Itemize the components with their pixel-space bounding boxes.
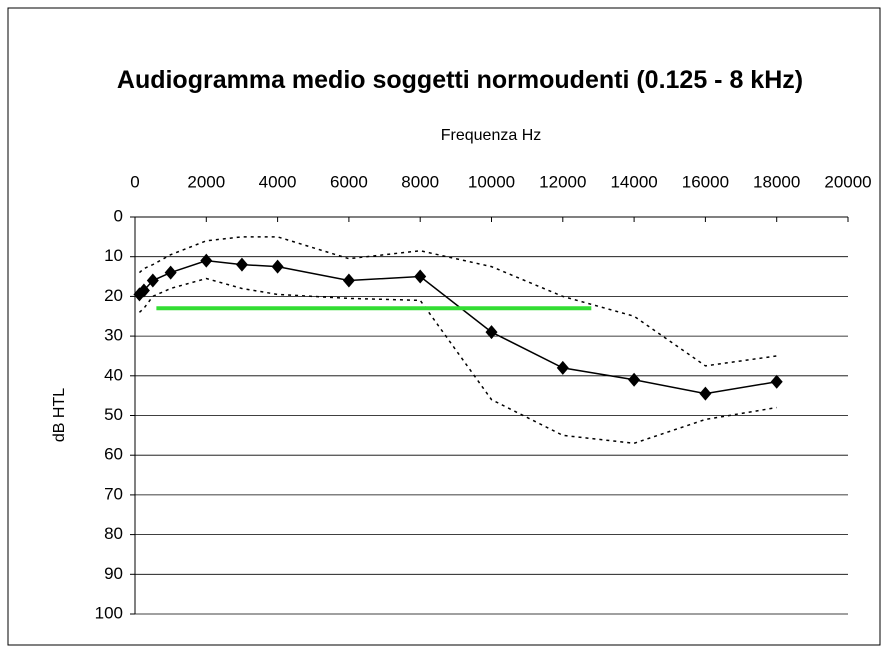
y-tick-label: 60	[104, 445, 123, 464]
x-axis-label: Frequenza Hz	[441, 127, 542, 144]
chart-title: Audiogramma medio soggetti normoudenti (…	[116, 66, 804, 94]
x-tick-label: 8000	[401, 172, 439, 191]
x-tick-label: 2000	[187, 172, 225, 191]
x-tick-label: 20000	[824, 172, 871, 191]
data-line	[138, 259, 777, 395]
y-tick-label: 100	[95, 603, 123, 622]
x-tick-label: 16000	[682, 172, 729, 191]
marker	[485, 325, 498, 340]
x-tick-label: 0	[130, 172, 139, 191]
data-line	[138, 277, 777, 445]
marker	[137, 283, 150, 298]
marker	[699, 386, 712, 401]
marker	[146, 273, 159, 288]
x-tick-label: 12000	[539, 172, 586, 191]
marker	[164, 265, 177, 280]
marker	[556, 360, 569, 375]
marker	[271, 259, 284, 274]
y-tick-label: 0	[114, 206, 123, 225]
x-tick-label: 14000	[610, 172, 657, 191]
marker	[770, 374, 783, 389]
marker	[342, 273, 355, 288]
y-tick-label: 10	[104, 246, 123, 265]
y-tick-label: 20	[104, 286, 123, 305]
x-tick-label: 6000	[330, 172, 368, 191]
x-tick-label: 4000	[259, 172, 297, 191]
y-tick-label: 70	[104, 484, 123, 503]
y-tick-label: 90	[104, 564, 123, 583]
marker	[414, 269, 427, 284]
x-tick-label: 10000	[468, 172, 515, 191]
x-tick-label: 18000	[753, 172, 800, 191]
marker	[200, 253, 213, 268]
y-axis-label: dB HTL	[51, 388, 68, 442]
marker	[628, 372, 641, 387]
y-tick-label: 80	[104, 524, 123, 543]
data-line	[138, 236, 777, 367]
y-tick-label: 40	[104, 365, 123, 384]
y-tick-label: 30	[104, 326, 123, 345]
chart-frame	[7, 7, 881, 646]
y-tick-label: 50	[104, 405, 123, 424]
marker	[235, 257, 248, 272]
